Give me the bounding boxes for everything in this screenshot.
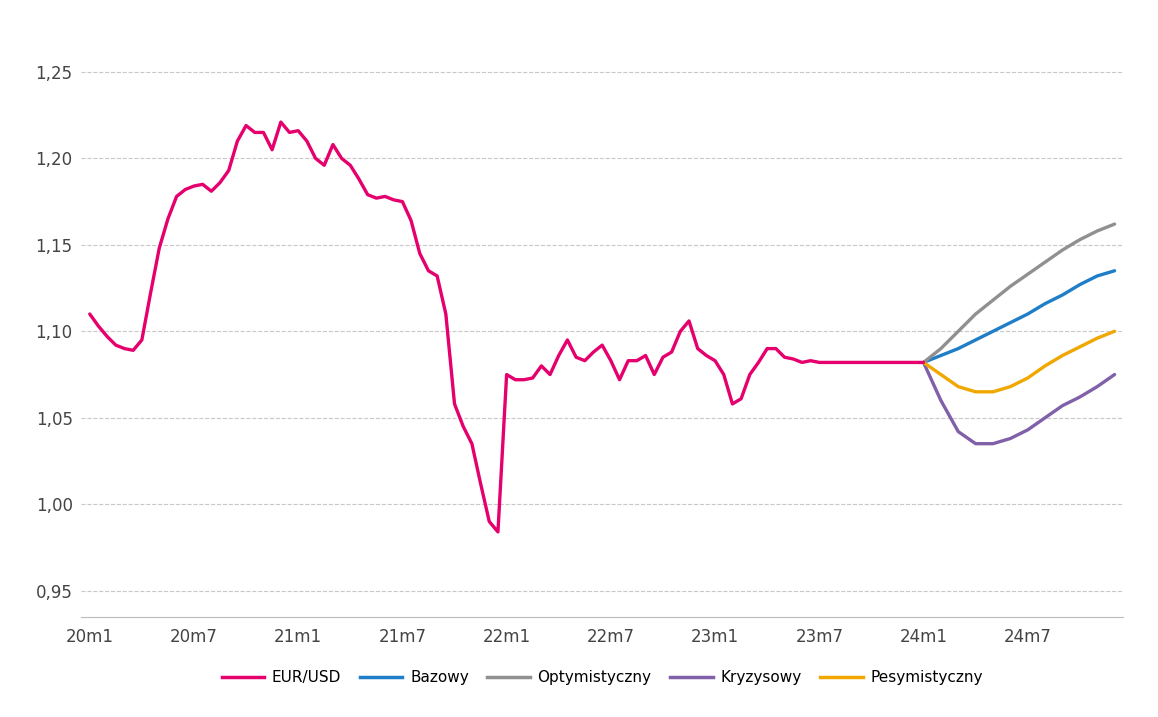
Legend: EUR/USD, Bazowy, Optymistyczny, Kryzysowy, Pesymistyczny: EUR/USD, Bazowy, Optymistyczny, Kryzysow… (215, 664, 989, 691)
